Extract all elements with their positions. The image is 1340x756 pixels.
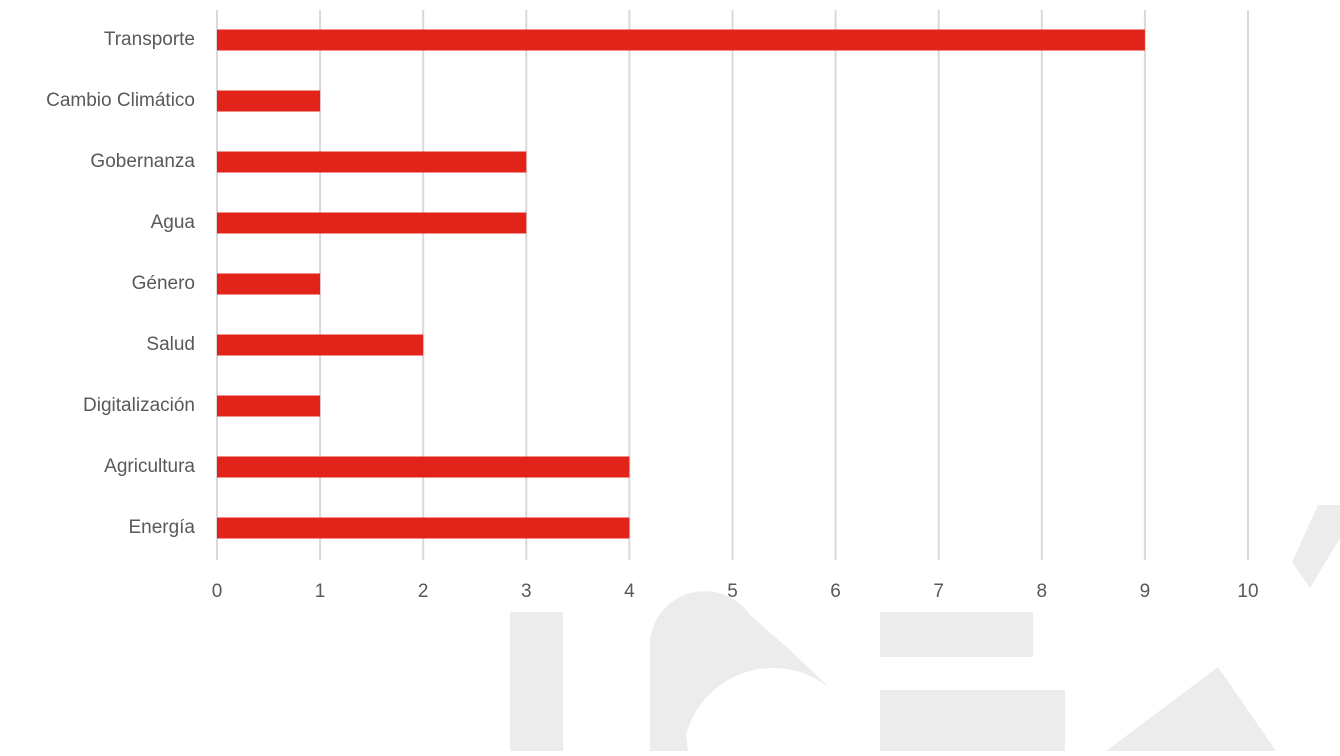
icex-watermark-logo [510, 505, 1340, 751]
category-label: Agua [151, 212, 196, 233]
category-label: Cambio Climático [46, 90, 195, 111]
bar-gobernanza [217, 151, 527, 173]
watermark-letter-x-accent [1292, 505, 1340, 588]
x-tick-label: 0 [212, 581, 223, 602]
x-tick-label: 3 [521, 581, 532, 602]
bar-género [217, 273, 321, 295]
watermark-letter-e-bottom [880, 690, 1065, 751]
category-label: Género [132, 273, 195, 294]
bar-salud [217, 334, 424, 356]
watermark-letter-c [650, 591, 832, 751]
bar-digitalización [217, 395, 321, 417]
x-axis-ticks: 0 1 2 3 4 5 6 7 8 9 10 [212, 581, 1259, 602]
bars [217, 29, 1145, 539]
category-label: Transporte [104, 29, 195, 50]
category-label: Gobernanza [90, 151, 195, 172]
category-label: Agricultura [104, 456, 195, 477]
x-tick-label: 2 [418, 581, 429, 602]
bar-agua [217, 212, 527, 234]
watermark-letter-e-top [880, 612, 1033, 657]
x-tick-label: 10 [1237, 581, 1258, 602]
watermark-letter-i [510, 612, 563, 751]
x-tick-label: 7 [933, 581, 944, 602]
bar-agricultura [217, 456, 630, 478]
category-label: Energía [128, 517, 195, 538]
x-tick-label: 4 [624, 581, 635, 602]
x-tick-label: 5 [727, 581, 738, 602]
category-label: Salud [146, 334, 195, 355]
x-tick-label: 8 [1037, 581, 1048, 602]
bar-energía [217, 517, 630, 539]
watermark-letter-x [1106, 667, 1276, 751]
x-tick-label: 9 [1140, 581, 1151, 602]
bar-cambio-climático [217, 90, 321, 112]
x-tick-label: 1 [315, 581, 326, 602]
bar-transporte [217, 29, 1145, 51]
category-labels: Transporte Cambio Climático Gobernanza Agua… [46, 29, 195, 538]
x-tick-label: 6 [830, 581, 841, 602]
category-label: Digitalización [83, 395, 195, 416]
